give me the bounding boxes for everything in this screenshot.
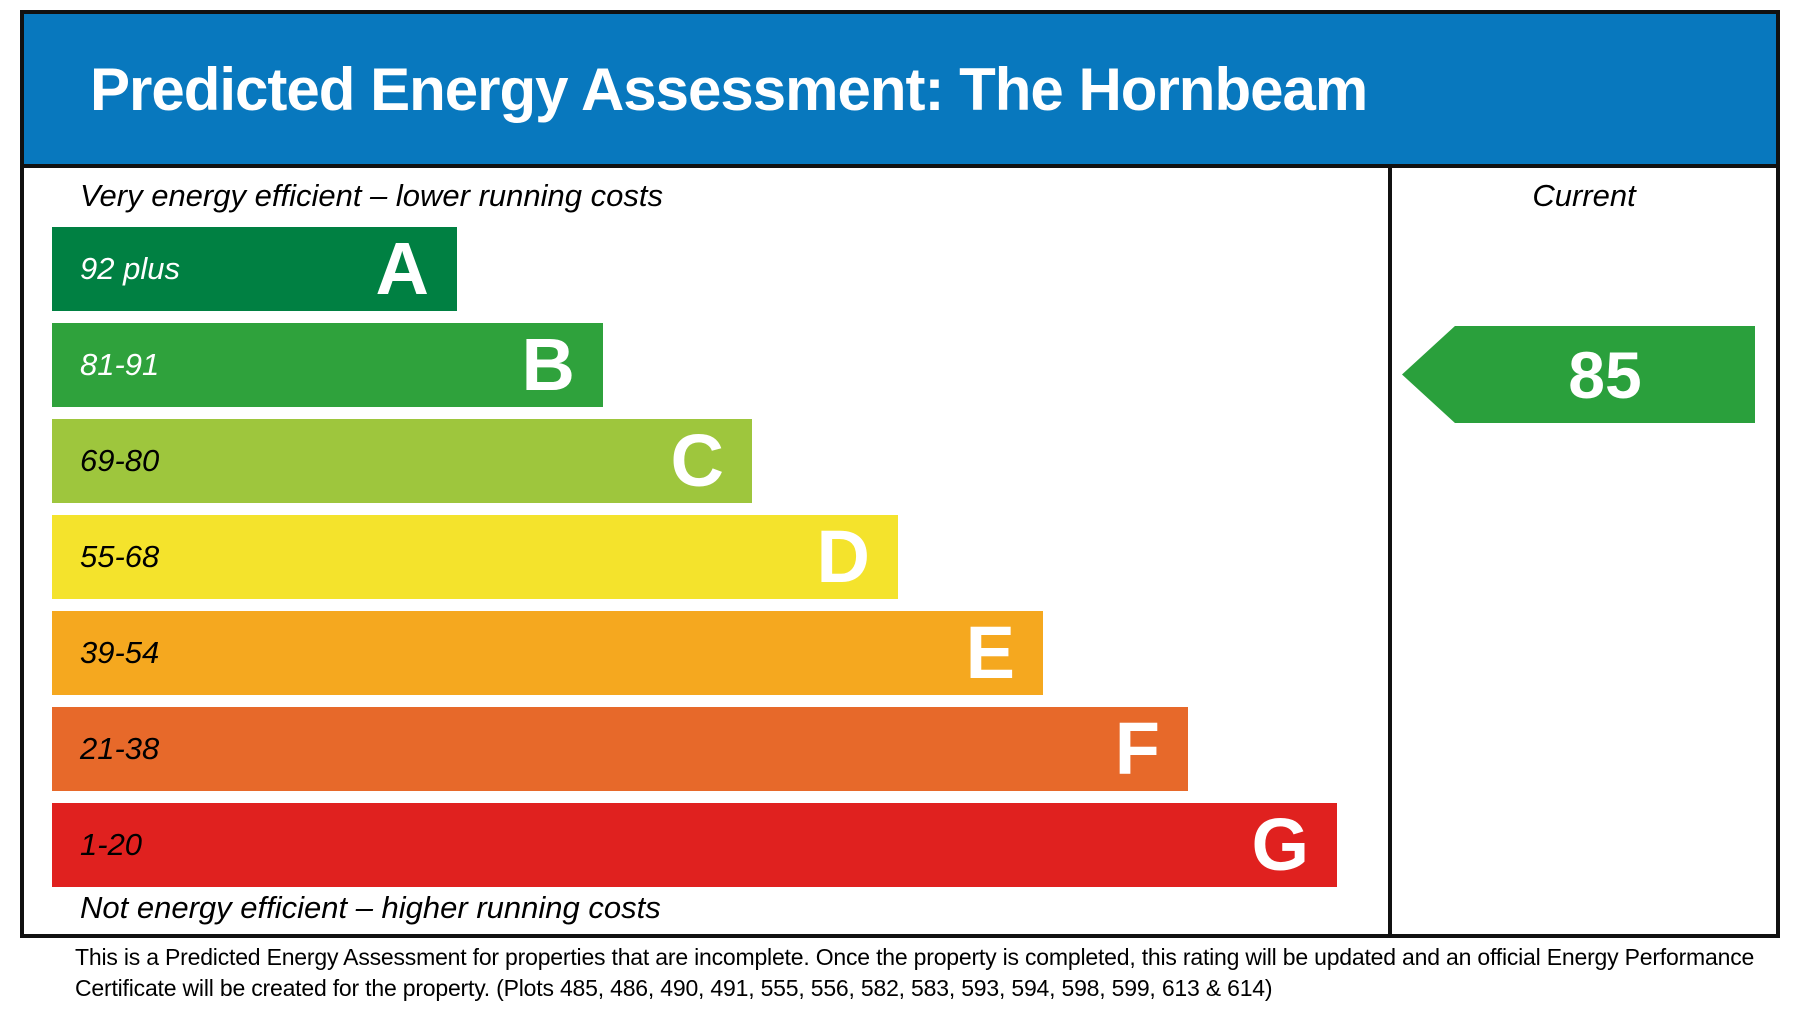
top-caption: Very energy efficient – lower running co… [80,178,663,213]
band-d: 55-68 D [52,515,898,599]
band-b: 81-91 B [52,323,603,407]
current-column-header: Current [1532,178,1636,213]
band-range-label: 21-38 [80,731,160,766]
band-letter: B [521,323,575,406]
band-range-label: 81-91 [80,347,160,382]
band-range-label: 69-80 [80,443,160,478]
band-letter: A [375,227,429,310]
band-range-label: 92 plus [80,251,180,286]
footer-note: This is a Predicted Energy Assessment fo… [75,944,1755,1001]
current-rating-value: 85 [1568,337,1642,412]
band-a: 92 plus A [52,227,457,311]
current-rating-arrow: 85 [1402,326,1755,423]
band-e: 39-54 E [52,611,1043,695]
band-letter: G [1251,803,1309,886]
page-title: Predicted Energy Assessment: The Hornbea… [90,55,1368,123]
band-c: 69-80 C [52,419,752,503]
band-letter: F [1114,707,1160,790]
band-letter: C [670,419,724,502]
band-f: 21-38 F [52,707,1188,791]
epc-chart-frame: Predicted Energy Assessment: The Hornbea… [20,10,1780,938]
chart-header: Predicted Energy Assessment: The Hornbea… [24,14,1776,168]
band-range-label: 39-54 [80,635,160,670]
current-rating-column: Current 85 [1396,168,1772,934]
band-letter: D [816,515,870,598]
chart-body: Very energy efficient – lower running co… [24,168,1776,934]
bottom-caption: Not energy efficient – higher running co… [80,890,661,925]
rating-bands-column: Very energy efficient – lower running co… [24,168,1392,934]
band-range-label: 55-68 [80,539,160,574]
band-range-label: 1-20 [80,827,143,862]
band-g: 1-20 G [52,803,1337,887]
band-letter: E [965,611,1015,694]
